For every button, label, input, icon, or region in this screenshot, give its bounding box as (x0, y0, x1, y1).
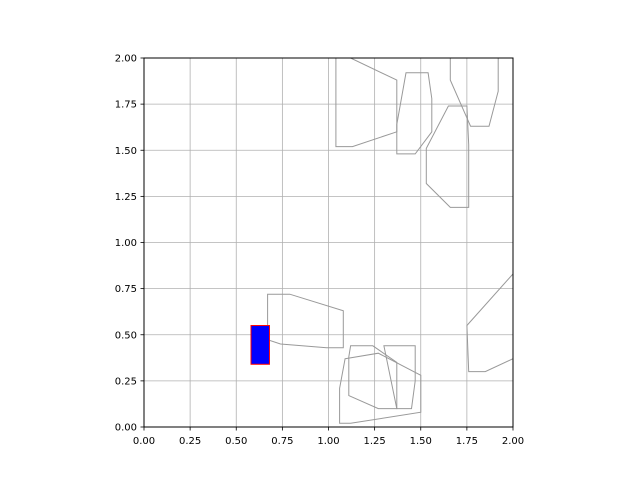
y-tick-label-0: 0.00 (115, 423, 137, 434)
y-tick-label-3: 0.75 (115, 284, 137, 295)
y-tick-label-8: 2.00 (115, 54, 137, 65)
x-tick-label-7: 1.75 (456, 436, 478, 447)
x-axis-ticks: 0.00 0.25 0.50 0.75 1.00 1.25 1.50 1.75 2.00 (133, 427, 524, 447)
polygon-9 (466, 272, 514, 373)
polygon-5 (425, 105, 470, 208)
highlight-group (250, 325, 270, 365)
x-tick-label-3: 0.75 (271, 436, 293, 447)
y-tick-label-4: 1.00 (115, 238, 137, 249)
polygon-8 (339, 352, 422, 424)
x-tick-label-5: 1.25 (363, 436, 385, 447)
highlight-rectangle (250, 325, 270, 365)
x-tick-label-1: 0.25 (179, 436, 201, 447)
polygon-6 (348, 345, 398, 410)
polygon-3 (396, 72, 433, 155)
x-tick-label-4: 1.00 (317, 436, 339, 447)
x-tick-label-2: 0.50 (225, 436, 247, 447)
y-tick-label-6: 1.50 (115, 146, 137, 157)
y-tick-label-7: 1.75 (115, 100, 137, 111)
y-axis-ticks: 0.00 0.25 0.50 0.75 1.00 1.25 1.50 1.75 2.00 (115, 54, 144, 434)
polygon-7 (383, 345, 416, 410)
y-tick-label-2: 0.50 (115, 330, 137, 341)
x-tick-label-8: 2.00 (502, 436, 524, 447)
x-tick-label-6: 1.50 (410, 436, 432, 447)
polygon-1 (267, 293, 344, 349)
polygon-group (267, 57, 514, 424)
x-tick-label-0: 0.00 (133, 436, 155, 447)
y-tick-label-1: 0.25 (115, 376, 137, 387)
y-tick-label-5: 1.25 (115, 192, 137, 203)
